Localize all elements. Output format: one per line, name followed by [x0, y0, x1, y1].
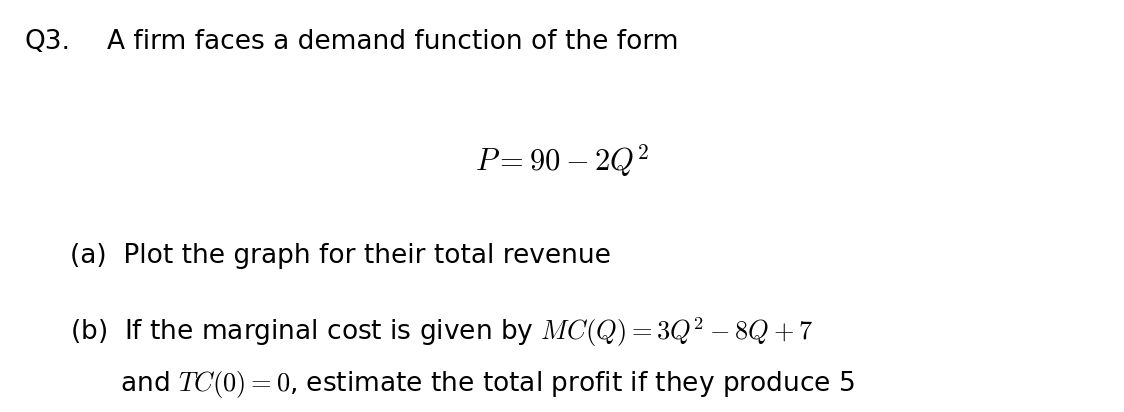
Text: $P = 90 - 2Q^2$: $P = 90 - 2Q^2$ — [475, 142, 649, 179]
Text: and $TC(0) = 0$, estimate the total profit if they produce 5: and $TC(0) = 0$, estimate the total prof… — [70, 369, 854, 400]
Text: A firm faces a demand function of the form: A firm faces a demand function of the fo… — [107, 29, 678, 55]
Text: Q3.: Q3. — [25, 29, 71, 55]
Text: (b)  If the marginal cost is given by $MC(Q) = 3Q^2 - 8Q + 7$: (b) If the marginal cost is given by $MC… — [70, 315, 813, 349]
Text: (a)  Plot the graph for their total revenue: (a) Plot the graph for their total reven… — [70, 243, 610, 269]
